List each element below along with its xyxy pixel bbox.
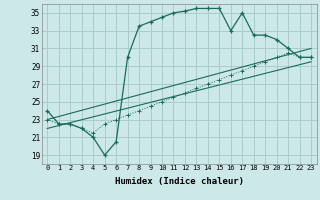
- X-axis label: Humidex (Indice chaleur): Humidex (Indice chaleur): [115, 177, 244, 186]
